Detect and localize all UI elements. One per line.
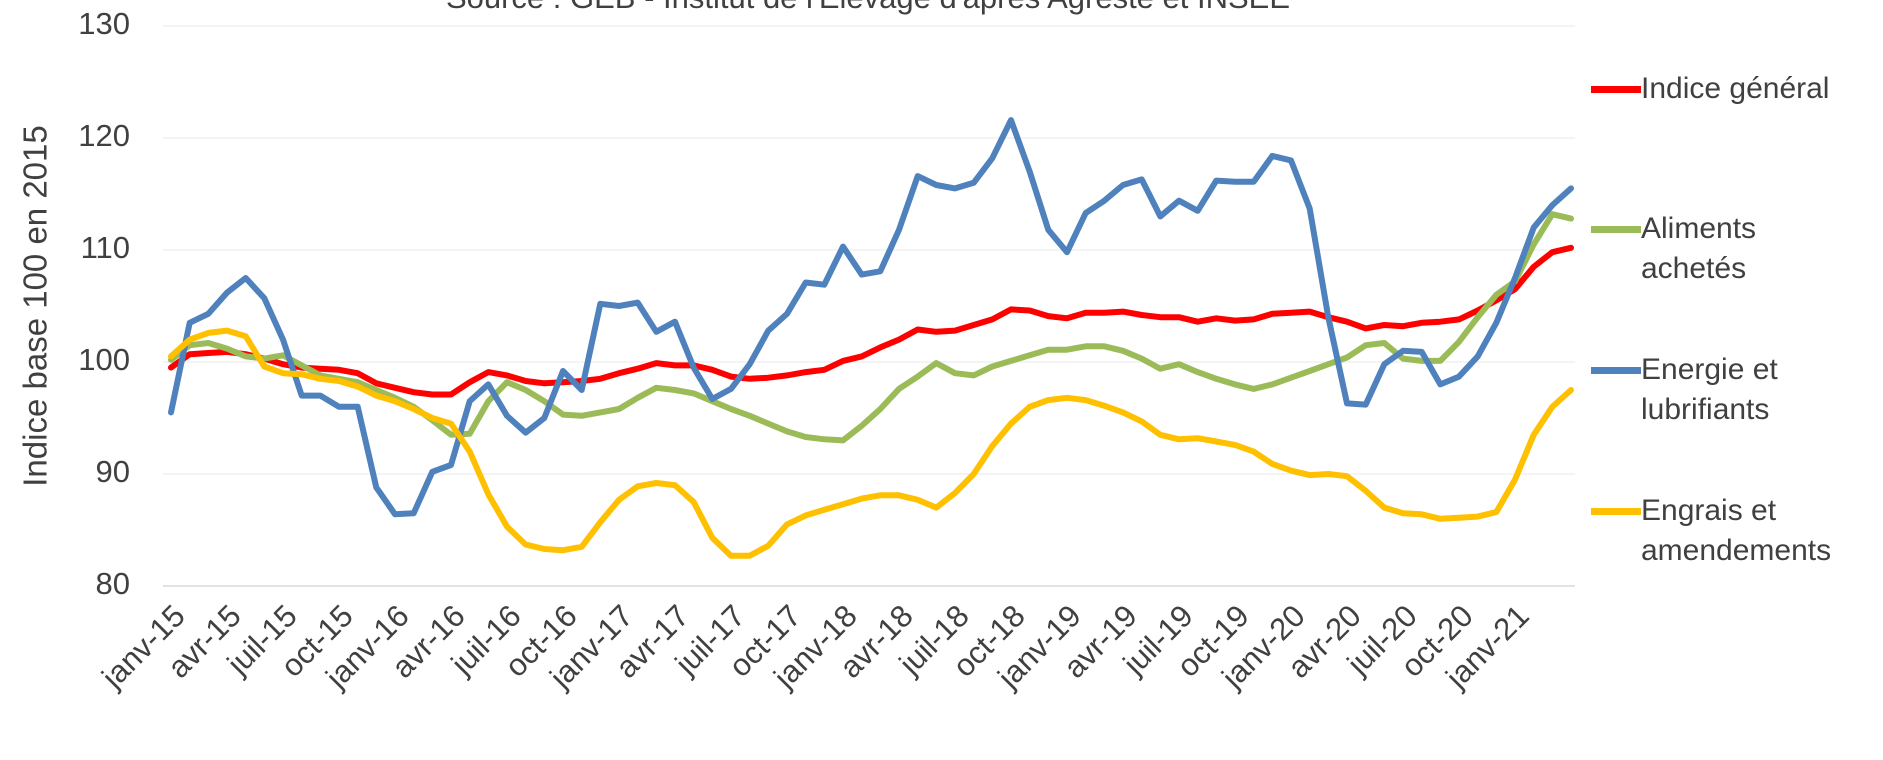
legend-item: Indice général <box>1591 69 1829 109</box>
y-tick-label: 80 <box>96 566 130 601</box>
y-tick-label: 130 <box>78 6 130 41</box>
legend-label: Aliments achetés <box>1641 212 1757 285</box>
chart-subtitle: Source : GEB - Institut de l'Elevage d'a… <box>446 0 1290 15</box>
legend-label: Engrais et amendements <box>1641 494 1832 567</box>
series-line <box>168 244 1574 398</box>
series-line <box>168 117 1574 518</box>
legend-item: Aliments achetés <box>1591 209 1856 289</box>
legend-label: Energie et lubrifiants <box>1641 353 1778 426</box>
y-tick-label: 110 <box>81 230 130 265</box>
legend-swatch <box>1591 367 1641 374</box>
legend-swatch <box>1591 226 1641 233</box>
legend-item: Energie et lubrifiants <box>1591 350 1856 430</box>
series-line <box>168 327 1574 559</box>
legend-swatch <box>1591 86 1641 93</box>
y-tick-label: 90 <box>96 454 130 489</box>
legend-item: Engrais et amendements <box>1591 491 1856 571</box>
y-axis-label: Indice base 100 en 2015 <box>17 125 54 486</box>
y-tick-label: 100 <box>78 342 130 377</box>
legend-swatch <box>1591 508 1641 515</box>
y-tick-label: 120 <box>78 118 130 153</box>
legend-label: Indice général <box>1641 72 1830 105</box>
